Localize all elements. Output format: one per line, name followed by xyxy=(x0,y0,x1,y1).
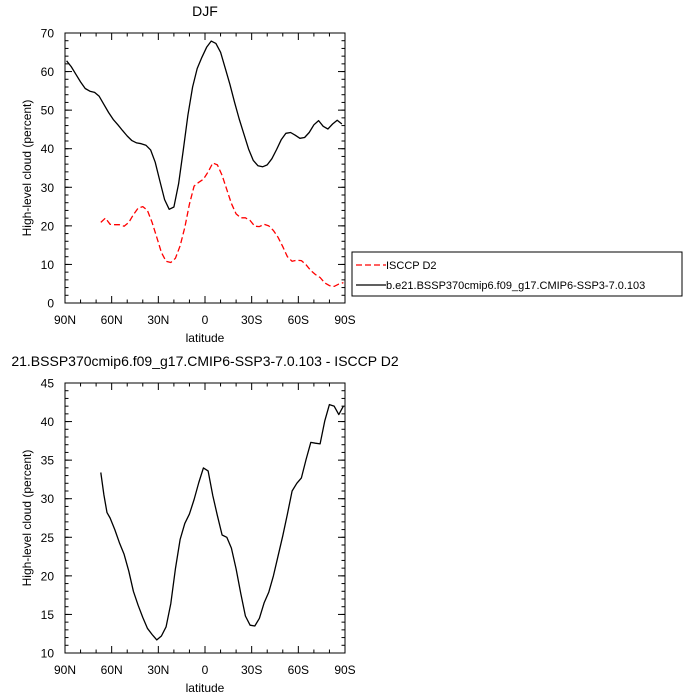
y-tick-label: 15 xyxy=(41,608,55,622)
x-axis-label: latitude xyxy=(186,331,225,345)
y-tick-label: 35 xyxy=(41,454,55,468)
chart-title: 21.BSSP370cmip6.f09_g17.CMIP6-SSP3-7.0.1… xyxy=(11,353,398,369)
series-line-0 xyxy=(100,403,344,641)
y-tick-label: 70 xyxy=(41,27,55,41)
y-tick-label: 30 xyxy=(41,181,55,195)
x-tick-label: 60N xyxy=(101,313,123,327)
x-tick-label: 90N xyxy=(54,313,76,327)
y-axis-label: High-level cloud (percent) xyxy=(20,450,34,587)
legend-label: b.e21.BSSP370cmip6.f09_g17.CMIP6-SSP3-7.… xyxy=(386,280,645,292)
y-tick-label: 50 xyxy=(41,104,55,118)
chart-title: DJF xyxy=(192,3,218,19)
y-tick-label: 40 xyxy=(41,142,55,156)
x-tick-label: 30S xyxy=(241,313,262,327)
x-tick-label: 30N xyxy=(147,663,169,677)
y-tick-label: 20 xyxy=(41,219,55,233)
y-tick-label: 60 xyxy=(41,65,55,79)
y-tick-label: 10 xyxy=(41,647,55,661)
y-tick-label: 10 xyxy=(41,258,55,272)
x-tick-label: 90S xyxy=(334,313,355,327)
legend-label: ISCCP D2 xyxy=(386,260,437,272)
y-tick-label: 25 xyxy=(41,531,55,545)
x-tick-label: 90S xyxy=(334,663,355,677)
legend-box xyxy=(351,251,683,297)
plot-frame xyxy=(64,382,346,654)
y-tick-label: 0 xyxy=(47,297,54,311)
series-line-0 xyxy=(100,162,344,288)
series-line-1 xyxy=(66,40,343,210)
x-tick-label: 60S xyxy=(288,313,309,327)
x-tick-label: 60S xyxy=(288,663,309,677)
x-tick-label: 60N xyxy=(101,663,123,677)
y-tick-label: 45 xyxy=(41,377,55,391)
x-axis-label: latitude xyxy=(186,681,225,695)
y-tick-label: 20 xyxy=(41,569,55,583)
y-tick-label: 40 xyxy=(41,415,55,429)
y-axis-label: High-level cloud (percent) xyxy=(20,100,34,237)
x-tick-label: 30N xyxy=(147,313,169,327)
y-tick-label: 30 xyxy=(41,492,55,506)
x-tick-label: 0 xyxy=(202,313,209,327)
x-tick-label: 0 xyxy=(202,663,209,677)
x-tick-label: 30S xyxy=(241,663,262,677)
x-tick-label: 90N xyxy=(54,663,76,677)
